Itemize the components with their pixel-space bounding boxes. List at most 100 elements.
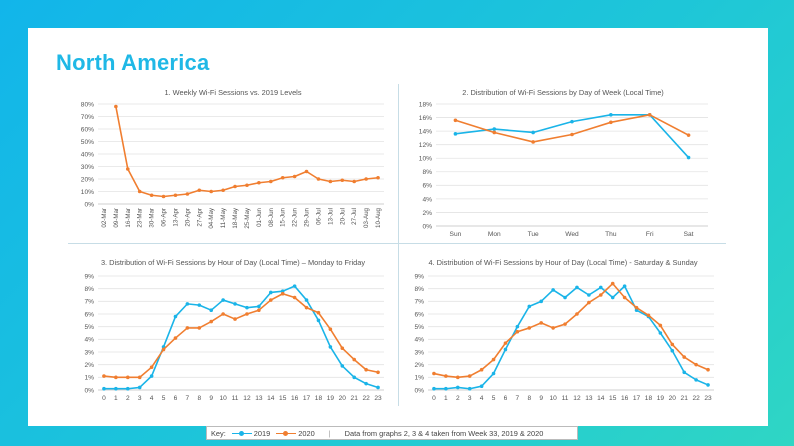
data-point-2019: [102, 386, 106, 391]
x-tick-label: 9: [539, 395, 543, 402]
series-line-2020: [115, 106, 379, 198]
data-point-2020: [598, 293, 603, 297]
x-tick-label: Mon: [488, 231, 501, 238]
data-point-2019: [125, 386, 130, 391]
data-point-2020: [137, 375, 142, 380]
data-point-2020: [233, 184, 237, 189]
data-point-2019: [531, 130, 535, 135]
x-tick-label: 18-May: [232, 207, 239, 229]
x-tick-label: 8: [197, 395, 201, 402]
series-line-2019: [433, 285, 709, 390]
x-tick-label: 23: [704, 395, 712, 402]
data-point-2020: [364, 177, 368, 181]
y-tick-label: 8%: [422, 169, 432, 176]
y-tick-label: 80%: [81, 101, 94, 108]
data-point-2019: [197, 303, 202, 307]
y-tick-label: 18%: [419, 101, 432, 108]
y-tick-label: 2%: [84, 362, 94, 369]
x-tick-label: 18: [315, 395, 323, 402]
data-point-2019: [551, 288, 555, 292]
y-tick-label: 1%: [84, 375, 94, 382]
data-point-2020: [268, 179, 273, 184]
x-tick-label: 2: [126, 395, 130, 402]
data-point-2020: [125, 375, 130, 380]
vertical-divider: [398, 84, 399, 406]
data-point-2020: [102, 374, 106, 378]
x-tick-label: 11: [562, 395, 569, 402]
data-point-2020: [352, 357, 357, 362]
data-point-2020: [551, 326, 555, 330]
x-tick-label: 13-Jul: [327, 208, 334, 225]
data-point-2019: [114, 386, 118, 391]
data-point-2019: [292, 284, 297, 288]
data-point-2020: [527, 326, 532, 330]
data-point-2019: [610, 295, 615, 300]
data-point-2020: [563, 322, 567, 326]
y-tick-label: 14%: [419, 129, 432, 136]
y-tick-label: 5%: [84, 324, 94, 331]
x-tick-label: Sat: [684, 231, 694, 238]
y-tick-label: 2%: [422, 210, 432, 217]
y-tick-label: 8%: [414, 286, 424, 293]
data-point-2020: [149, 193, 154, 198]
chart-hourly-weekday: 3. Distribution of Wi-Fi Sessions by Hou…: [74, 256, 392, 406]
data-point-2019: [575, 285, 579, 290]
data-point-2019: [257, 304, 261, 309]
chart-title: 3. Distribution of Wi-Fi Sessions by Hou…: [100, 258, 366, 267]
data-point-2019: [622, 284, 627, 288]
x-tick-label: 1: [114, 395, 118, 402]
data-point-2019: [221, 298, 225, 302]
legend-item-2020: 2020: [276, 429, 315, 438]
data-point-2020: [268, 298, 273, 302]
data-point-2019: [706, 383, 710, 387]
chart-svg: 0%1%2%3%4%5%6%7%8%9%0 1 2 3 4 5 6 7 8 9 10 11 12 13 14…: [84, 273, 384, 402]
data-point-2020: [352, 179, 357, 184]
y-tick-label: 3%: [414, 349, 424, 356]
y-tick-label: 30%: [81, 164, 94, 171]
data-point-2020: [257, 180, 261, 185]
x-tick-label: 16: [621, 395, 629, 402]
data-point-2020: [221, 188, 225, 193]
y-tick-label: 4%: [422, 196, 432, 203]
x-tick-label: Tue: [528, 231, 539, 238]
legend-note: Data from graphs 2, 3 & 4 taken from Wee…: [344, 428, 544, 438]
series-line-2019: [103, 285, 379, 390]
x-tick-label: 11: [232, 395, 239, 402]
x-tick-label: 13: [255, 395, 263, 402]
y-tick-label: 8%: [84, 286, 94, 293]
data-point-2020: [658, 323, 663, 328]
data-point-2020: [539, 321, 544, 325]
data-point-2020: [376, 370, 380, 375]
data-point-2019: [658, 331, 663, 335]
data-point-2019: [503, 347, 508, 352]
x-tick-label: 5: [492, 395, 496, 402]
x-tick-label: 25-May: [244, 207, 251, 229]
data-point-2019: [479, 384, 484, 388]
data-point-2020: [531, 140, 535, 144]
data-point-2020: [455, 375, 460, 380]
y-tick-label: 2%: [414, 362, 424, 369]
data-point-2020: [280, 175, 285, 180]
data-point-2020: [575, 312, 579, 316]
chart-day-of-week: 2. Distribution of Wi-Fi Sessions by Day…: [404, 86, 722, 242]
x-tick-label: 1: [444, 395, 448, 402]
data-point-2020: [257, 308, 261, 312]
x-tick-label: 16: [291, 395, 299, 402]
data-point-2019: [453, 132, 458, 136]
data-point-2019: [444, 386, 448, 391]
data-point-2020: [316, 310, 321, 315]
data-point-2020: [444, 374, 448, 378]
legend: Key: 2019 2020 | Data from graphs 2, 3 &…: [206, 426, 578, 440]
x-tick-label: 02-Mar: [101, 208, 108, 228]
data-point-2020: [173, 336, 178, 340]
data-point-2020: [340, 178, 345, 183]
y-tick-label: 9%: [414, 273, 424, 280]
data-point-2019: [539, 299, 544, 304]
y-tick-label: 10%: [81, 189, 94, 196]
data-point-2019: [455, 385, 460, 390]
x-tick-label: 30-Mar: [149, 208, 156, 228]
data-point-2020: [646, 313, 651, 318]
x-tick-label: 21: [681, 395, 689, 402]
y-tick-label: 6%: [422, 183, 432, 190]
data-point-2019: [682, 370, 687, 375]
